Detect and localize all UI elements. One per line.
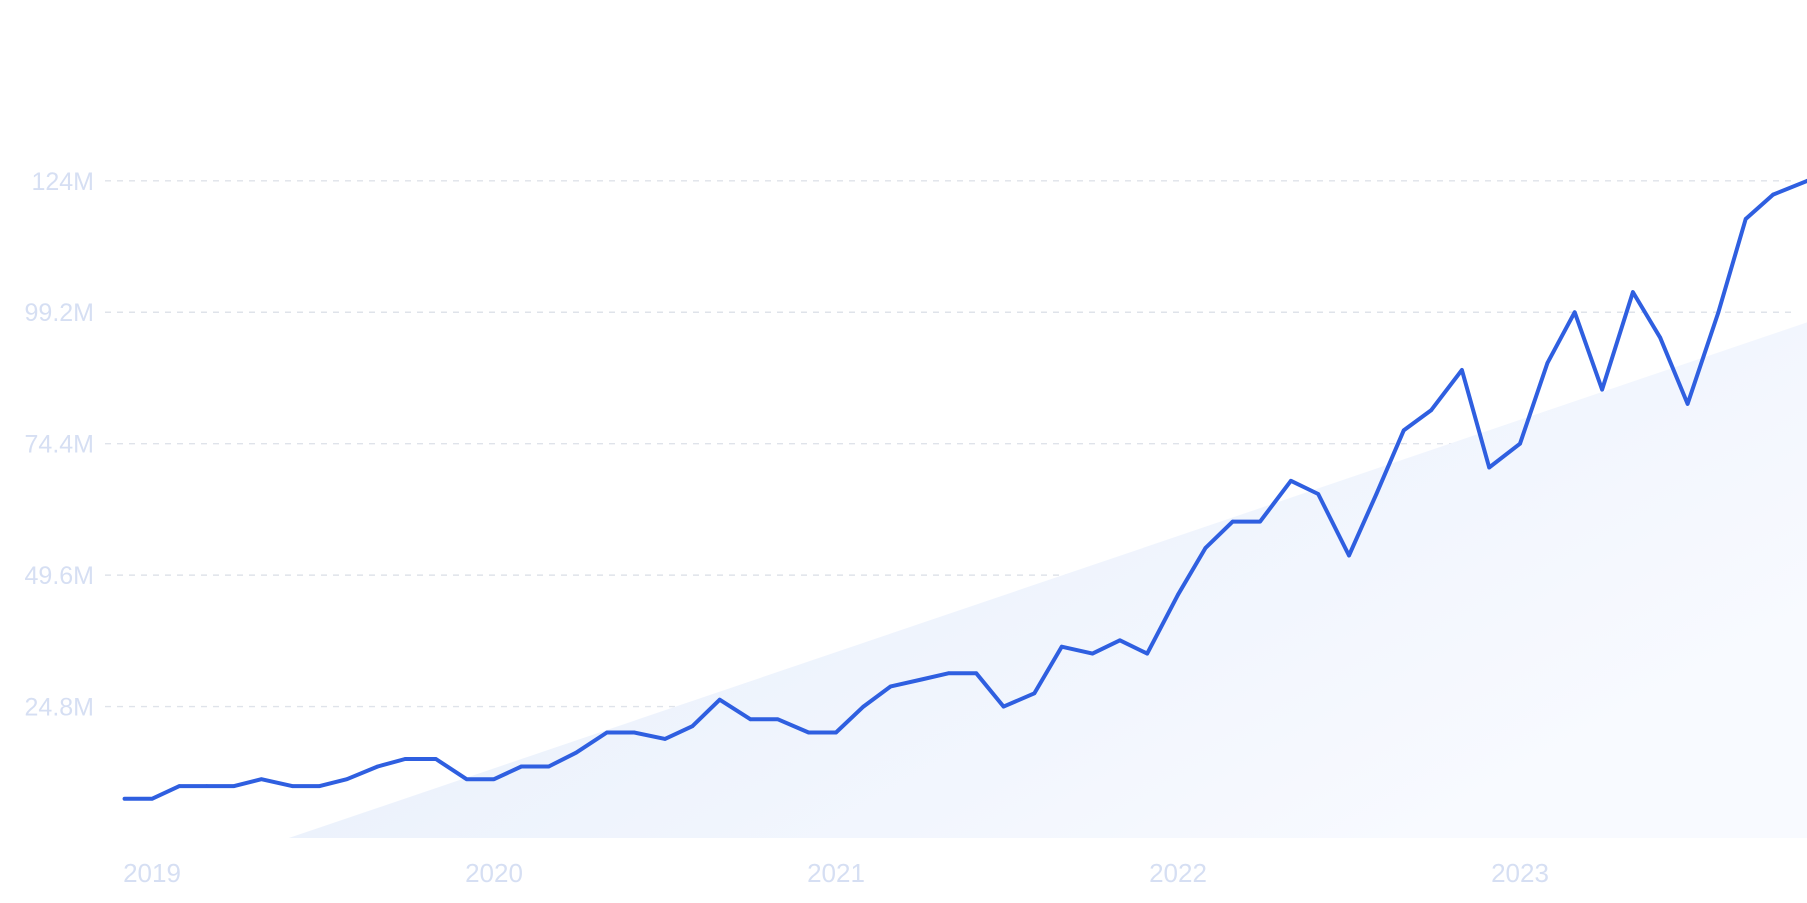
data-point (1032, 691, 1037, 696)
y-axis: 124M 99.2M 74.4M 49.6M 24.8M (25, 168, 94, 722)
data-point (1145, 651, 1150, 656)
data-point (919, 677, 924, 682)
series-line (122, 178, 1807, 801)
data-point (1001, 704, 1006, 709)
data-point (150, 796, 154, 801)
data-point (375, 764, 380, 769)
y-tick-label: 99.2M (25, 299, 94, 327)
data-point (1258, 519, 1262, 524)
data-point (1545, 361, 1550, 365)
x-tick-label: 2021 (807, 858, 865, 888)
x-axis: 2019 2020 2021 2022 2023 (123, 858, 1549, 888)
data-point (434, 757, 438, 761)
data-point (546, 764, 551, 769)
data-point (1401, 428, 1406, 433)
x-tick-label: 2020 (465, 858, 523, 888)
data-point (1429, 408, 1433, 413)
data-point (403, 757, 407, 761)
data-point (1743, 217, 1748, 221)
data-point (1059, 644, 1064, 649)
data-point (1518, 441, 1522, 446)
data-point (1658, 335, 1663, 340)
data-point (974, 671, 979, 675)
data-point (1289, 478, 1293, 483)
x-tick-label: 2023 (1491, 858, 1549, 888)
y-tick-label: 49.6M (25, 562, 94, 590)
data-point (259, 777, 264, 781)
data-point (748, 717, 753, 722)
trend-area (288, 322, 1807, 838)
data-point (204, 784, 209, 788)
data-point (632, 730, 637, 735)
data-point (1118, 638, 1122, 643)
data-point (317, 784, 322, 788)
data-point (1203, 546, 1208, 550)
y-tick-label: 74.4M (25, 431, 94, 459)
data-point (806, 730, 811, 735)
data-point (1631, 290, 1635, 294)
data-point (947, 671, 951, 675)
data-point (1230, 519, 1235, 524)
data-point (605, 730, 609, 735)
data-point (1771, 192, 1775, 197)
data-point (1572, 310, 1577, 315)
data-point (690, 724, 695, 728)
y-tick-label: 124M (31, 168, 94, 196)
data-point (663, 737, 667, 741)
data-point (888, 684, 893, 689)
data-point (776, 717, 780, 722)
data-point (519, 764, 524, 769)
data-point (574, 750, 578, 755)
series-line-path (122, 178, 1807, 801)
data-point (1600, 387, 1604, 392)
data-point (1487, 465, 1492, 470)
data-point (122, 796, 127, 801)
x-tick-label: 2019 (123, 858, 181, 888)
data-point (1090, 651, 1095, 656)
data-point (464, 777, 469, 781)
data-point (345, 777, 349, 781)
data-point (1316, 492, 1321, 496)
data-point (1716, 310, 1721, 315)
trend-area-fill (288, 322, 1807, 838)
data-point (1176, 592, 1180, 597)
data-point (177, 784, 182, 788)
data-point (717, 697, 722, 702)
data-point (1374, 492, 1379, 496)
data-point (1347, 553, 1351, 558)
y-tick-label: 24.8M (25, 694, 94, 722)
x-tick-label: 2022 (1149, 858, 1207, 888)
data-point (290, 784, 295, 788)
data-point (1460, 368, 1464, 372)
data-point (492, 777, 496, 781)
data-point (1685, 402, 1690, 406)
data-point (861, 704, 866, 709)
data-point (834, 730, 838, 735)
data-point (232, 784, 236, 788)
